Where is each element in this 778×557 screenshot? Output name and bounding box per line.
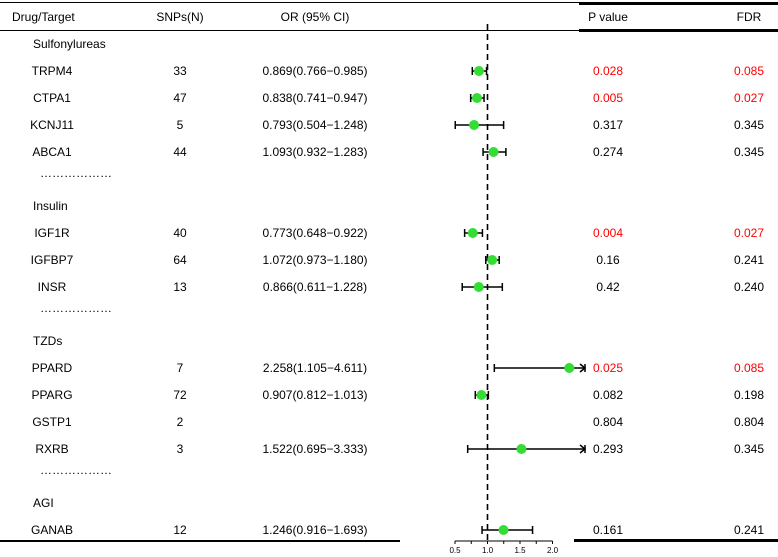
odds-ratio-ci: 0.793(0.504−1.248) xyxy=(262,118,368,132)
snp-count: 5 xyxy=(176,118,184,132)
p-value: 0.42 xyxy=(596,280,620,294)
fdr-value: 0.027 xyxy=(733,226,765,240)
p-value: 0.025 xyxy=(592,361,624,375)
group-separator: ……………… xyxy=(40,301,112,315)
odds-ratio-point xyxy=(469,120,480,130)
fdr-value: 0.241 xyxy=(733,253,765,267)
x-tick-label: 2.0 xyxy=(547,546,559,555)
target-name: KCNJ11 xyxy=(30,118,74,132)
target-name: IGF1R xyxy=(34,226,70,240)
group-label: AGI xyxy=(33,496,54,510)
odds-ratio-ci: 0.869(0.766−0.985) xyxy=(262,64,368,78)
odds-ratio-ci: 0.838(0.741−0.947) xyxy=(262,91,368,105)
header-fdr: FDR xyxy=(736,10,762,24)
fdr-value: 0.027 xyxy=(733,91,765,105)
p-value: 0.082 xyxy=(592,388,624,402)
odds-ratio-ci: 0.907(0.812−1.013) xyxy=(262,388,368,402)
odds-ratio-point xyxy=(516,444,527,454)
header-top-rule-left xyxy=(0,2,776,3)
target-name: GSTP1 xyxy=(32,415,72,429)
odds-ratio-ci: 0.773(0.648−0.922) xyxy=(262,226,368,240)
target-name: RXRB xyxy=(35,442,69,456)
odds-ratio-point xyxy=(487,255,498,265)
snp-count: 64 xyxy=(173,253,187,267)
odds-ratio-ci: 1.093(0.932−1.283) xyxy=(262,145,368,159)
header-bottom-rule-right xyxy=(579,29,778,32)
snp-count: 33 xyxy=(173,64,187,78)
group-separator: ……………… xyxy=(40,166,112,180)
fdr-value: 0.345 xyxy=(733,145,765,159)
p-value: 0.028 xyxy=(592,64,624,78)
header-drug-target: Drug/Target xyxy=(12,10,75,24)
header-or-ci: OR (95% CI) xyxy=(280,10,350,24)
fdr-value: 0.241 xyxy=(733,523,765,537)
odds-ratio-ci: 2.258(1.105−4.611) xyxy=(262,361,368,375)
x-tick-label: 1.0 xyxy=(482,546,494,555)
odds-ratio-point xyxy=(471,93,482,103)
odds-ratio-point xyxy=(476,390,487,400)
snp-count: 12 xyxy=(173,523,187,537)
target-name: GANAB xyxy=(30,523,74,537)
odds-ratio-point xyxy=(473,66,484,76)
table-bottom-rule-left xyxy=(0,540,400,542)
target-name: TRPM4 xyxy=(31,64,73,78)
p-value: 0.005 xyxy=(592,91,624,105)
odds-ratio-ci: 1.072(0.973−1.180) xyxy=(262,253,368,267)
odds-ratio-point xyxy=(473,282,484,292)
header-p-value: P value xyxy=(588,10,628,24)
p-value: 0.274 xyxy=(592,145,624,159)
fdr-value: 0.345 xyxy=(733,442,765,456)
odds-ratio-ci: 0.866(0.611−1.228) xyxy=(262,280,368,294)
odds-ratio-point xyxy=(467,228,478,238)
odds-ratio-ci: 1.522(0.695−3.333) xyxy=(262,442,368,456)
header-bottom-rule-left xyxy=(0,30,778,31)
target-name: PPARD xyxy=(31,361,73,375)
table-bottom-rule-right xyxy=(574,539,778,542)
odds-ratio-point xyxy=(498,525,509,535)
x-tick-label: 1.5 xyxy=(514,546,526,555)
x-tick-label: 0.5 xyxy=(449,546,461,555)
group-label: Sulfonylureas xyxy=(33,37,106,51)
target-name: IGFBP7 xyxy=(30,253,74,267)
fdr-value: 0.345 xyxy=(733,118,765,132)
fdr-value: 0.198 xyxy=(733,388,765,402)
snp-count: 47 xyxy=(173,91,187,105)
target-name: INSR xyxy=(37,280,67,294)
odds-ratio-ci: 1.246(0.916−1.693) xyxy=(262,523,368,537)
header-snps: SNPs(N) xyxy=(156,10,204,24)
odds-ratio-point xyxy=(488,147,499,157)
fdr-value: 0.804 xyxy=(733,415,765,429)
snp-count: 3 xyxy=(176,442,184,456)
target-name: ABCA1 xyxy=(32,145,72,159)
group-separator: ……………… xyxy=(40,463,112,477)
fdr-value: 0.240 xyxy=(733,280,765,294)
target-name: CTPA1 xyxy=(33,91,71,105)
p-value: 0.004 xyxy=(592,226,624,240)
target-name: PPARG xyxy=(31,388,73,402)
snp-count: 72 xyxy=(173,388,187,402)
p-value: 0.317 xyxy=(592,118,624,132)
p-value: 0.161 xyxy=(592,523,624,537)
fdr-value: 0.085 xyxy=(733,361,765,375)
fdr-value: 0.085 xyxy=(733,64,765,78)
p-value: 0.16 xyxy=(596,253,620,267)
p-value: 0.804 xyxy=(592,415,624,429)
snp-count: 40 xyxy=(173,226,187,240)
header-top-rule-right xyxy=(579,2,778,5)
group-label: Insulin xyxy=(33,199,68,213)
snp-count: 7 xyxy=(176,361,184,375)
p-value: 0.293 xyxy=(592,442,624,456)
snp-count: 13 xyxy=(173,280,187,294)
snp-count: 2 xyxy=(176,415,184,429)
group-label: TZDs xyxy=(33,334,63,348)
odds-ratio-point xyxy=(564,363,575,373)
snp-count: 44 xyxy=(173,145,187,159)
